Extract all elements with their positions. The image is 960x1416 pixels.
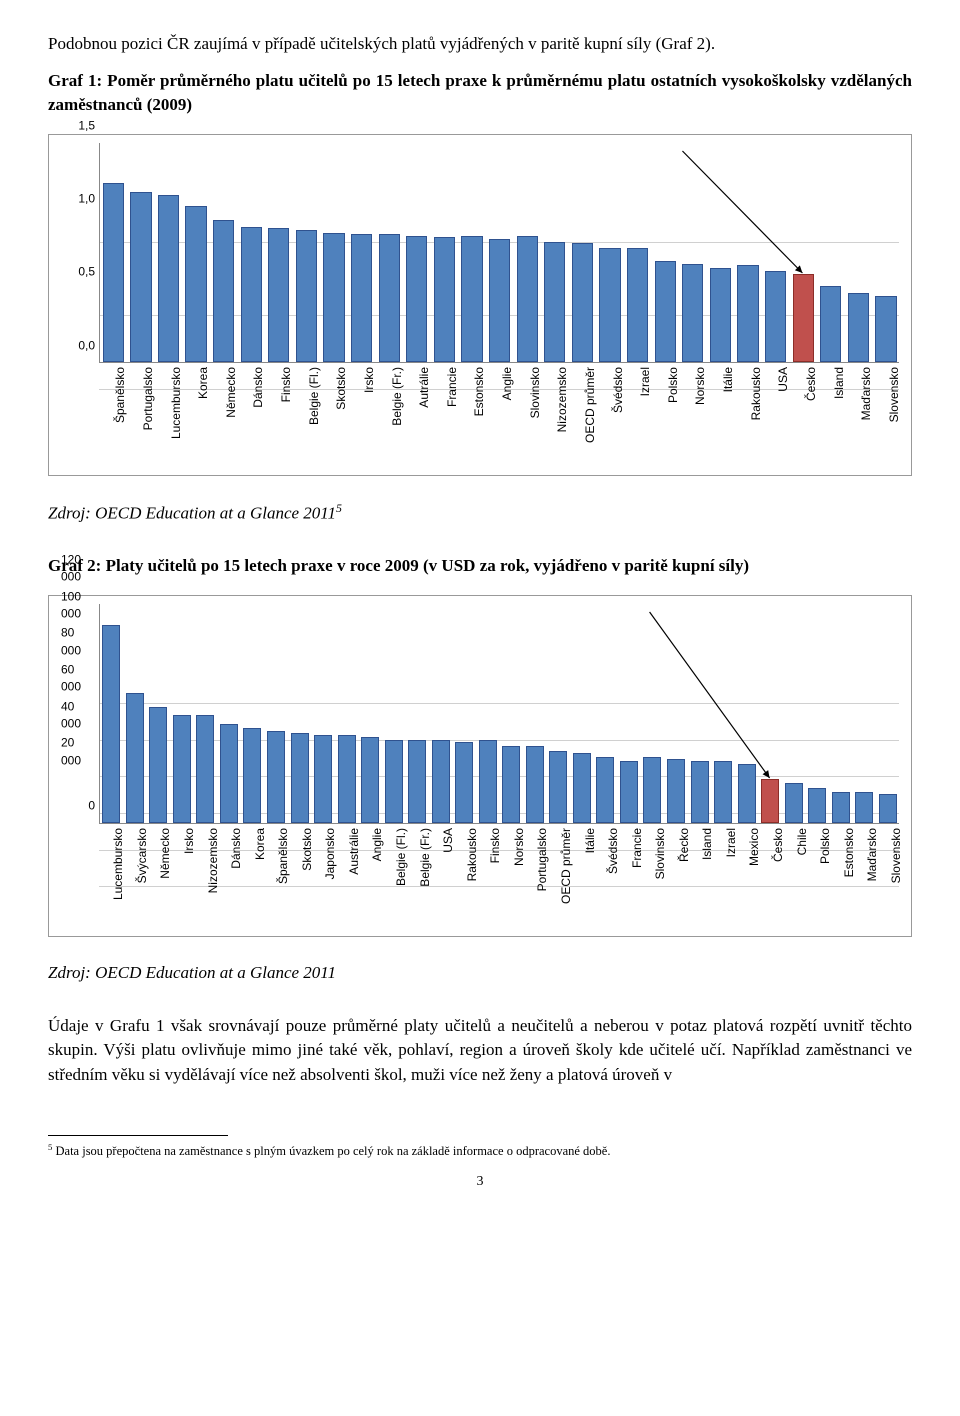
bar <box>291 733 309 823</box>
bar <box>738 764 756 823</box>
bar <box>351 234 372 362</box>
bar <box>710 268 731 362</box>
bar <box>875 296 896 362</box>
bar <box>479 740 497 823</box>
bar <box>455 742 473 823</box>
chart2-title: Graf 2: Platy učitelů po 15 letech praxe… <box>48 554 912 579</box>
y-tick: 80 000 <box>61 625 95 660</box>
y-tick: 120 000 <box>61 552 95 587</box>
y-tick: 60 000 <box>61 662 95 697</box>
x-label: Slovensko <box>886 367 903 422</box>
bar <box>361 737 379 823</box>
bar <box>682 264 703 362</box>
bar <box>855 792 873 823</box>
bar <box>173 715 191 823</box>
y-tick: 100 000 <box>61 588 95 623</box>
bar <box>517 236 538 362</box>
bar <box>267 731 285 823</box>
bar <box>461 236 482 362</box>
chart1-source: Zdroj: OECD Education at a Glance 20115 <box>48 500 912 526</box>
body-paragraph: Údaje v Grafu 1 však srovnávají pouze pr… <box>48 1014 912 1088</box>
bar <box>785 783 803 823</box>
chart1: 0,00,51,01,5ŠpanělskoPortugalskoLucembur… <box>61 143 899 463</box>
intro-paragraph: Podobnou pozici ČR zaujímá v případě uči… <box>48 32 912 57</box>
bar <box>765 271 786 362</box>
bar <box>126 693 144 823</box>
y-tick: 1,0 <box>78 190 95 207</box>
y-tick: 0,0 <box>78 337 95 354</box>
bar <box>667 759 685 823</box>
chart1-container: 0,00,51,01,5ŠpanělskoPortugalskoLucembur… <box>48 134 912 476</box>
bar <box>793 274 814 362</box>
footnote-separator <box>48 1135 228 1136</box>
bar <box>434 237 455 362</box>
bar <box>103 183 124 362</box>
bar <box>572 243 593 362</box>
plot-area <box>99 143 899 363</box>
bar <box>544 242 565 362</box>
chart1-title: Graf 1: Poměr průměrného platu učitelů p… <box>48 69 912 118</box>
y-tick: 1,5 <box>78 117 95 134</box>
chart2: 020 00040 00060 00080 000100 000120 000L… <box>61 604 899 924</box>
bar <box>241 227 262 362</box>
bar <box>808 788 826 823</box>
bar <box>599 248 620 362</box>
chart2-source: Zdroj: OECD Education at a Glance 2011 <box>48 961 912 986</box>
y-tick: 0,5 <box>78 264 95 281</box>
bar <box>502 746 520 823</box>
bar <box>385 740 403 823</box>
bar <box>832 792 850 823</box>
page-number: 3 <box>48 1172 912 1192</box>
bar <box>627 248 648 362</box>
bar <box>338 735 356 823</box>
bar <box>102 625 120 823</box>
bar <box>213 220 234 362</box>
bar <box>196 715 214 823</box>
bar <box>761 779 779 823</box>
bar <box>549 751 567 823</box>
bar <box>149 707 167 823</box>
bar <box>158 195 179 362</box>
bar <box>848 293 869 362</box>
bar <box>596 757 614 823</box>
bar <box>243 728 261 823</box>
y-tick: 20 000 <box>61 735 95 770</box>
x-label: Slovensko <box>888 828 905 883</box>
bar <box>408 740 426 823</box>
bar <box>406 236 427 362</box>
bar <box>185 206 206 361</box>
bar <box>323 233 344 362</box>
bar <box>379 234 400 362</box>
bar <box>130 192 151 362</box>
bar <box>573 753 591 823</box>
bar <box>643 757 661 823</box>
bar <box>820 286 841 362</box>
chart2-container: 020 00040 00060 00080 000100 000120 000L… <box>48 595 912 937</box>
bar <box>714 761 732 823</box>
bar <box>620 761 638 823</box>
y-tick: 40 000 <box>61 698 95 733</box>
plot-area <box>99 604 899 824</box>
bar <box>691 761 709 823</box>
bar <box>655 261 676 362</box>
bar <box>489 239 510 362</box>
bar <box>432 740 450 823</box>
bar <box>737 265 758 362</box>
bar <box>314 735 332 823</box>
bar <box>526 746 544 823</box>
footnote: 5 Data jsou přepočtena na zaměstnance s … <box>48 1142 912 1160</box>
y-tick: 0 <box>88 798 95 815</box>
bar <box>296 230 317 362</box>
bar <box>879 794 897 823</box>
bar <box>268 228 289 361</box>
bar <box>220 724 238 823</box>
